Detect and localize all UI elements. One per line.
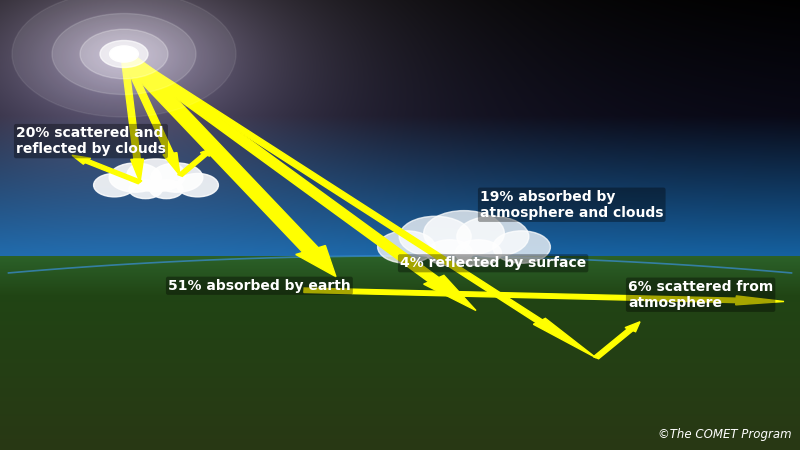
Polygon shape [424, 275, 476, 310]
Polygon shape [178, 153, 207, 176]
Polygon shape [121, 54, 174, 154]
Polygon shape [736, 296, 784, 305]
Polygon shape [72, 155, 90, 164]
Circle shape [129, 180, 162, 198]
Polygon shape [85, 160, 142, 184]
Polygon shape [534, 318, 596, 358]
Circle shape [100, 40, 148, 68]
Polygon shape [130, 159, 143, 182]
Polygon shape [296, 246, 336, 277]
Circle shape [52, 14, 196, 94]
Circle shape [150, 180, 183, 198]
Text: ©The COMET Program: ©The COMET Program [658, 428, 792, 441]
Polygon shape [594, 328, 633, 359]
Text: 6% scattered from
atmosphere: 6% scattered from atmosphere [628, 279, 774, 310]
Circle shape [493, 231, 550, 263]
Polygon shape [304, 288, 736, 302]
Circle shape [399, 216, 471, 257]
Polygon shape [121, 54, 140, 159]
Circle shape [12, 0, 236, 117]
Text: 19% absorbed by
atmosphere and clouds: 19% absorbed by atmosphere and clouds [480, 189, 663, 220]
Polygon shape [625, 322, 640, 332]
Text: 20% scattered and
reflected by clouds: 20% scattered and reflected by clouds [16, 126, 166, 156]
Circle shape [378, 231, 435, 263]
Circle shape [151, 163, 203, 192]
Circle shape [127, 159, 185, 192]
Polygon shape [116, 52, 318, 252]
Circle shape [110, 46, 138, 62]
Circle shape [424, 211, 504, 256]
Polygon shape [119, 52, 439, 282]
Circle shape [177, 174, 218, 197]
Circle shape [94, 174, 135, 197]
Circle shape [455, 240, 502, 266]
Circle shape [110, 163, 162, 192]
Text: 4% reflected by surface: 4% reflected by surface [400, 256, 586, 270]
Circle shape [457, 216, 529, 257]
Polygon shape [163, 153, 180, 176]
Circle shape [80, 29, 168, 79]
Polygon shape [200, 148, 212, 156]
Circle shape [426, 240, 473, 266]
Polygon shape [121, 53, 542, 323]
Text: 51% absorbed by earth: 51% absorbed by earth [168, 279, 350, 293]
